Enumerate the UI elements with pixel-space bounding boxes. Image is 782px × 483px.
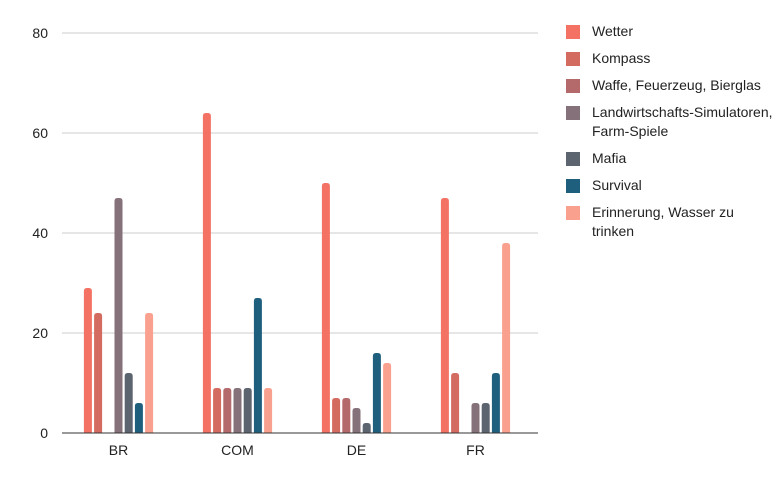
y-tick-label: 20 [32,325,48,341]
bar-br-series-6 [145,313,154,433]
legend: Wetter Kompass Waffe, Feuerzeug, Bierglas L… [566,22,776,249]
legend-swatch [566,206,580,220]
legend-label: Waffe, Feuerzeug, Bierglas [592,77,761,93]
bar-com-series-2 [223,388,232,433]
bar-fr-series-1 [451,373,460,433]
bar-fr-series-5 [491,373,500,433]
bar-de-series-2 [342,398,351,433]
bar-de-series-3 [352,408,361,433]
y-tick-label: 60 [32,125,48,141]
x-tick-label: FR [466,442,485,458]
bar-com-series-4 [243,388,252,433]
bar-fr-series-0 [440,198,449,433]
bar-fr-series-4 [481,403,490,433]
bar-br-series-1 [94,313,103,433]
bar-fr-series-3 [471,403,480,433]
legend-label: Erinnerung, Wasser zu trinken [592,204,734,239]
bar-com-series-3 [233,388,242,433]
bar-de-series-5 [372,353,381,433]
legend-item: Mafia [566,149,776,168]
y-tick-label: 0 [40,425,48,441]
bar-fr-series-6 [502,243,511,433]
legend-item: Erinnerung, Wasser zu trinken [566,203,776,241]
y-tick-label: 80 [32,25,48,41]
x-tick-label: COM [221,442,254,458]
y-tick-label: 40 [32,225,48,241]
legend-swatch [566,79,580,93]
legend-item: Kompass [566,49,776,68]
legend-label: Kompass [592,50,651,66]
legend-label: Survival [592,177,642,193]
gridlines [62,32,538,334]
legend-swatch [566,106,580,120]
x-tick-label: DE [347,442,366,458]
legend-label: Mafia [592,150,627,166]
bar-de-series-1 [332,398,341,433]
x-tick-label: BR [109,442,128,458]
legend-item: Wetter [566,22,776,41]
legend-item: Landwirtschafts-Simulatoren, Farm-Spiele [566,103,776,141]
bar-de-series-4 [362,423,371,433]
bar-de-series-6 [383,363,392,433]
bar-com-series-6 [264,388,273,433]
legend-label: Wetter [592,23,633,39]
legend-item: Waffe, Feuerzeug, Bierglas [566,76,776,95]
bar-com-series-1 [213,388,222,433]
bars [83,113,511,433]
legend-swatch [566,52,580,66]
legend-item: Survival [566,176,776,195]
legend-swatch [566,152,580,166]
bar-br-series-5 [134,403,143,433]
bar-br-series-3 [114,198,123,433]
bar-com-series-0 [202,113,211,433]
legend-swatch [566,25,580,39]
legend-label: Landwirtschafts-Simulatoren, Farm-Spiele [592,104,773,139]
x-axis-tick-labels: BR COM DE FR [109,442,485,458]
bar-br-series-4 [124,373,133,433]
bar-com-series-5 [253,298,262,433]
legend-swatch [566,179,580,193]
bar-de-series-0 [321,183,330,433]
y-axis-tick-labels: 0 20 40 60 80 [32,25,48,441]
bar-br-series-0 [83,288,92,433]
